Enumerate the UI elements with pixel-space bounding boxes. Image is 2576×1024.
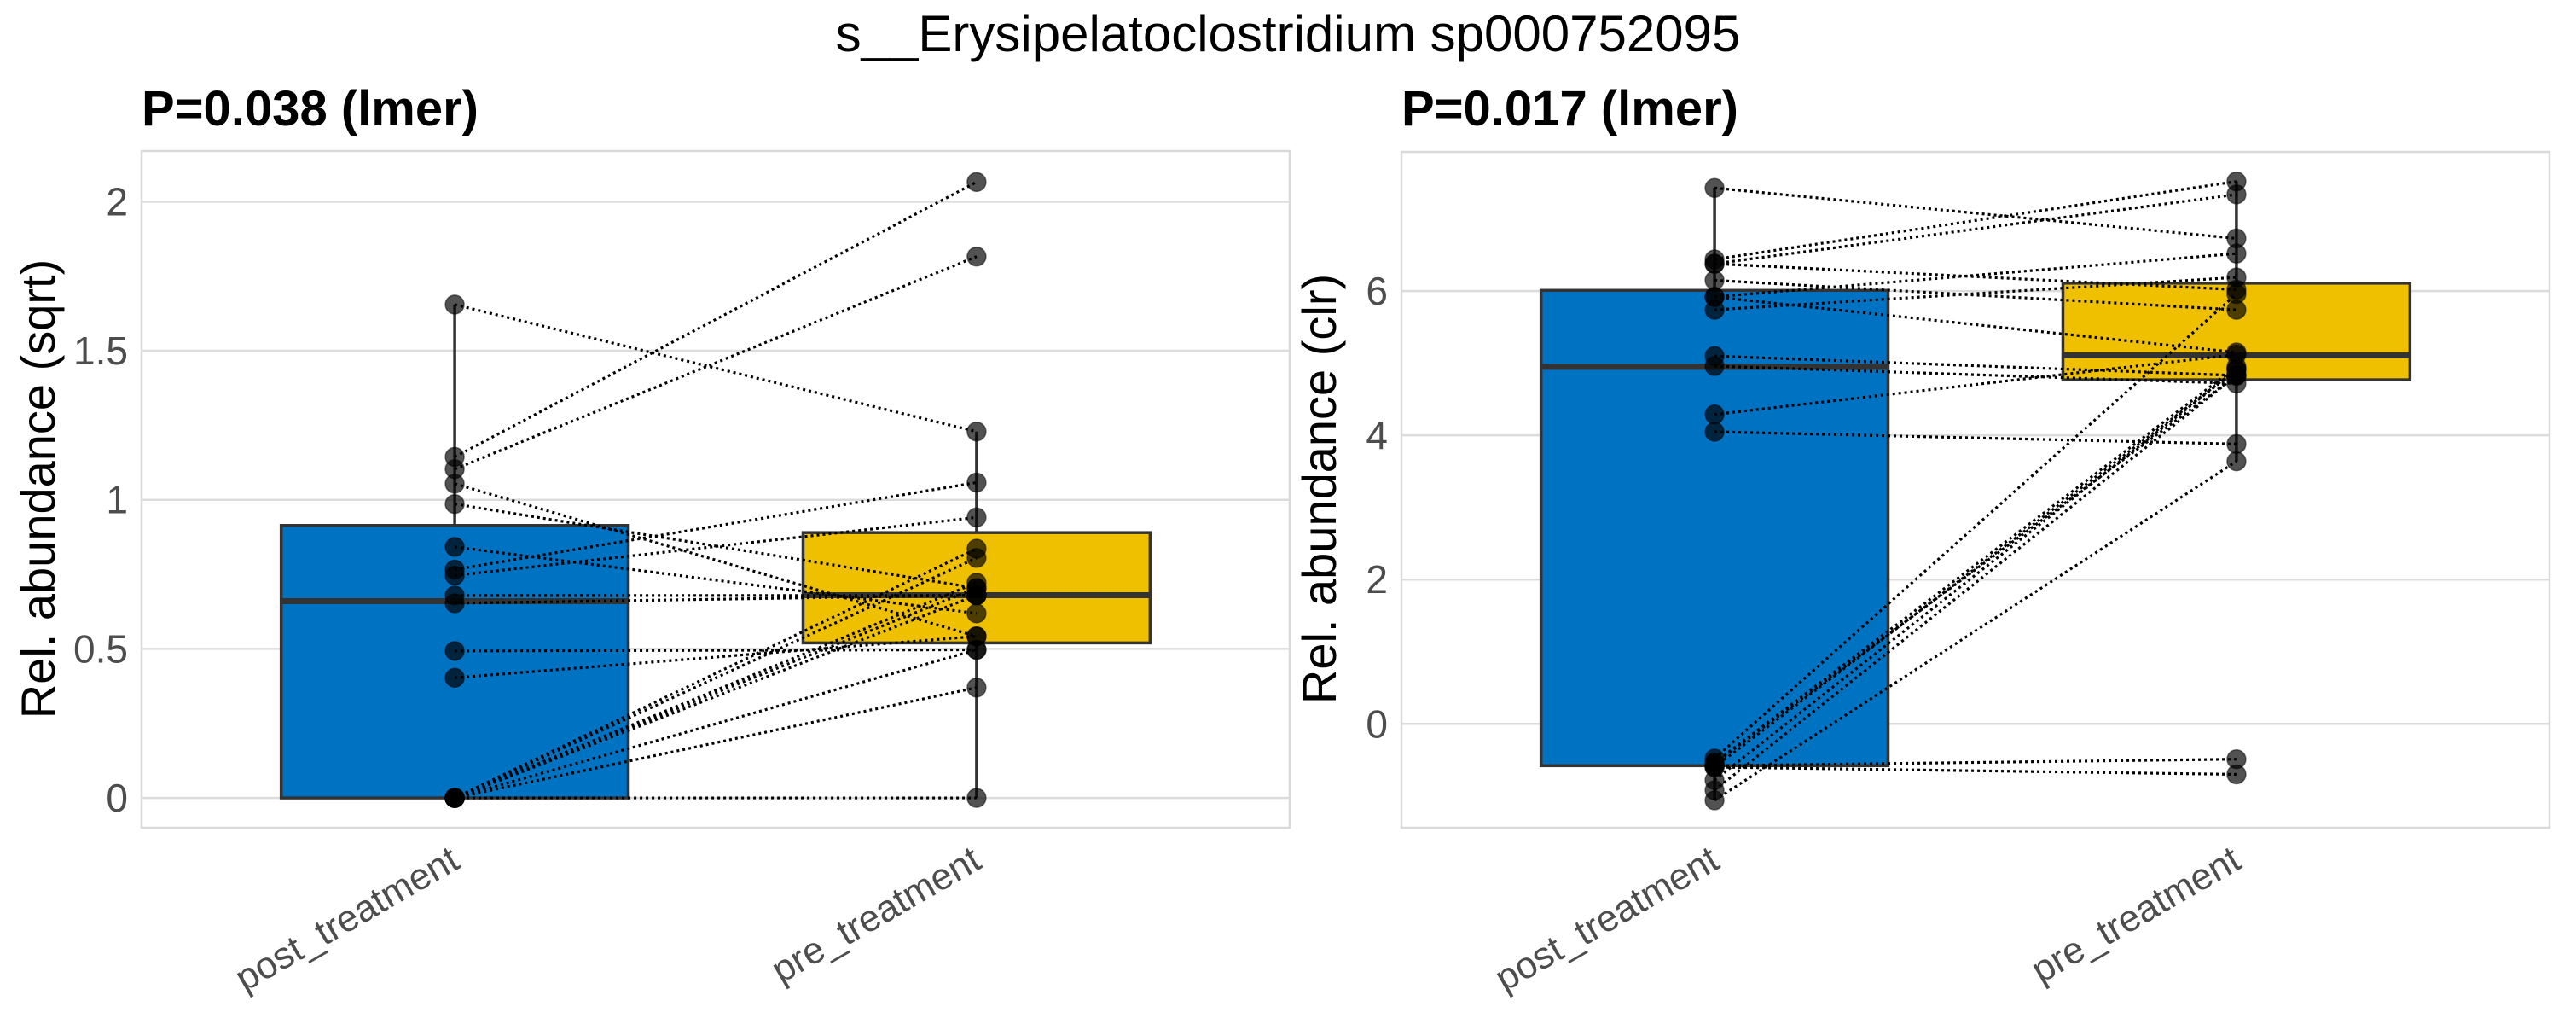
y-tick-label: 1 [106, 478, 128, 522]
point-post [444, 294, 465, 315]
pair-line [1714, 365, 2237, 765]
point-post [1704, 177, 1725, 199]
point-post [444, 641, 465, 661]
point-pre [2226, 365, 2247, 386]
pair-line [454, 303, 978, 433]
plot-frame [1400, 150, 2551, 829]
pair-line [454, 545, 978, 615]
pair-line [454, 586, 978, 800]
panel-title: P=0.017 (lmer) [1401, 81, 1738, 137]
pair-line [1714, 180, 2237, 261]
pair-line [1714, 368, 2237, 769]
point-post [1704, 356, 1725, 376]
point-pre [966, 603, 987, 624]
pair-line [454, 480, 978, 572]
point-pre [2226, 764, 2247, 785]
figure-title: s__Erysipelatoclostridium sp000752095 [836, 5, 1741, 62]
plot-frame [140, 149, 1291, 829]
pair-line [1714, 193, 2237, 265]
point-post [444, 493, 465, 515]
point-post [444, 667, 465, 689]
y-tick-label: 0 [106, 776, 128, 820]
point-pre [2226, 184, 2247, 205]
pair-line [454, 581, 978, 800]
point-pre [966, 548, 987, 568]
point-pre [966, 421, 987, 442]
y-tick-label: 2 [1366, 557, 1388, 602]
pair-line [1714, 765, 2237, 777]
point-pre [966, 788, 987, 808]
pair-line [454, 515, 978, 578]
pair-line [454, 503, 978, 590]
pair-line [1714, 252, 2237, 299]
panel-sqrt: P=0.038 (lmer) Rel. abundance (sqrt) 0 0.… [11, 81, 1291, 999]
point-post [444, 537, 465, 557]
panel-clr: P=0.017 (lmer) Rel. abundance (clr) 0 2 4 6… [1292, 81, 2551, 999]
point-pre [966, 585, 987, 606]
x-tick-label: post_treatment [1488, 838, 1726, 999]
pair-line [454, 556, 978, 800]
point-post [444, 788, 465, 808]
panel-title: P=0.038 (lmer) [142, 81, 479, 137]
point-pre [966, 678, 987, 698]
y-tick-label: 1.5 [73, 329, 128, 373]
point-pre [966, 472, 987, 493]
pair-line [455, 648, 977, 653]
x-tick-label: post_treatment [228, 838, 466, 999]
pair-line [454, 648, 978, 800]
pair-line [454, 255, 978, 471]
point-post [1704, 422, 1725, 442]
point-post [1704, 300, 1725, 320]
y-tick-label: 6 [1366, 269, 1388, 313]
pair-line [1714, 460, 2237, 802]
y-axis-label: Rel. abundance (clr) [1292, 274, 1346, 704]
pair-line [454, 482, 978, 638]
pair-line [454, 547, 978, 800]
x-tick-label: pre_treatment [2024, 838, 2248, 991]
pair-line [1714, 352, 2237, 416]
point-post [444, 593, 465, 614]
pair-line [454, 594, 978, 800]
point-post [444, 474, 465, 494]
point-post [444, 565, 465, 586]
y-axis-label: Rel. abundance (sqrt) [11, 259, 65, 719]
pair-line [454, 635, 978, 679]
point-pre [966, 172, 987, 193]
point-post [1704, 790, 1725, 811]
point-post [1704, 404, 1725, 425]
pair-line [1714, 186, 2237, 241]
point-pre [2226, 283, 2247, 305]
point-pre [966, 246, 987, 267]
point-pre [2226, 243, 2247, 264]
point-pre [2226, 451, 2247, 472]
y-tick-label: 0.5 [73, 626, 128, 671]
pair-line [1714, 374, 2237, 765]
y-tick-label: 2 [106, 179, 128, 224]
y-tick-label: 4 [1366, 413, 1388, 457]
point-pre [2226, 433, 2247, 455]
point-pre [966, 507, 987, 528]
point-pre [966, 639, 987, 660]
pair-line [454, 180, 978, 458]
pair-line [1714, 295, 2237, 354]
x-tick-label: pre_treatment [764, 838, 988, 991]
y-tick-label: 0 [1366, 701, 1388, 746]
pair-line [1714, 374, 2237, 792]
